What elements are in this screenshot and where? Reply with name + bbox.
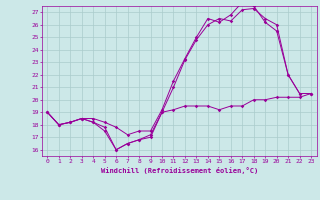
X-axis label: Windchill (Refroidissement éolien,°C): Windchill (Refroidissement éolien,°C) (100, 167, 258, 174)
